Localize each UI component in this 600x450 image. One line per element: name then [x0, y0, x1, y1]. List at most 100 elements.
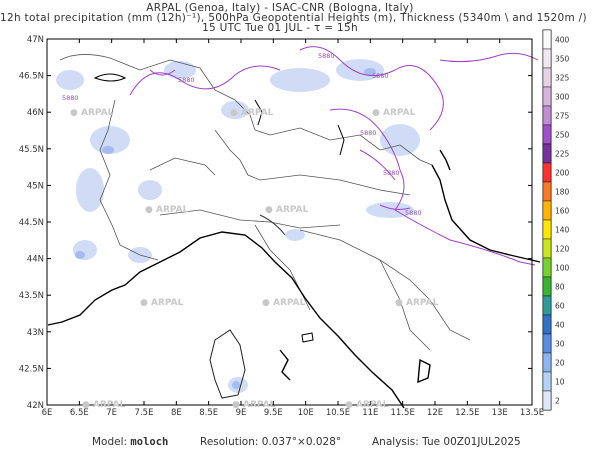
contour-value-label: 5880 [62, 94, 79, 102]
contour-value-label: 5880 [383, 169, 400, 177]
colorbar-label: 10 [555, 378, 565, 387]
colorbar-cell [542, 48, 552, 69]
map-subtitle: 12h total precipitation (mm (12h)⁻¹), 50… [0, 12, 587, 24]
colorbar-cell [542, 390, 552, 411]
colorbar-cell [542, 143, 552, 164]
contour-value-label: 5880 [360, 129, 377, 137]
colorbar-cell [542, 67, 552, 88]
arpal-watermark: ● ARPAL [395, 298, 439, 308]
colorbar-label: 200 [555, 169, 570, 178]
lon-label: 12E [427, 408, 443, 418]
contour-value-label: 5880 [372, 72, 389, 80]
colorbar-cell [542, 219, 552, 240]
colorbar-cell [542, 29, 552, 50]
lon-label: 7E [106, 408, 117, 418]
colorbar-label: 350 [555, 55, 570, 64]
lat-label: 43.5N [19, 291, 44, 301]
colorbar-cell [542, 200, 552, 221]
lon-label: 8.5E [199, 408, 218, 418]
lat-label: 47N [27, 35, 44, 45]
colorbar-cell [542, 371, 552, 392]
lat-label: 46N [27, 108, 44, 118]
lat-label: 46.5N [19, 72, 44, 82]
arpal-watermark: ● ARPAL [345, 400, 389, 410]
colorbar-label: 80 [555, 283, 565, 292]
geopotential-contours [129, 46, 539, 266]
contour-value-label: 5880 [405, 209, 422, 217]
colorbar-label: 40 [555, 321, 565, 330]
lat-label: 43N [27, 328, 44, 338]
lat-label: 42N [27, 401, 44, 411]
arpal-watermark: ● ARPAL [262, 298, 306, 308]
arpal-watermark: ● ARPAL [372, 108, 416, 118]
lon-label: 11.5E [391, 408, 415, 418]
colorbar-label: 30 [555, 340, 565, 349]
analysis-info: Analysis: Tue 00Z01JUL2025 [372, 436, 521, 448]
lon-label: 6E [42, 408, 53, 418]
colorbar-cell [542, 124, 552, 145]
arpal-watermark: ● ARPAL [70, 108, 114, 118]
lon-label: 6.5E [70, 408, 89, 418]
contour-value-label: 5880 [178, 76, 195, 84]
resolution-info: Resolution: 0.037°×0.028° [200, 436, 342, 448]
lon-label: 11E [362, 408, 378, 418]
lon-label: 7.5E [135, 408, 154, 418]
model-label: Model: [92, 436, 128, 448]
colorbar-label: 225 [555, 150, 570, 159]
arpal-watermark: ● ARPAL [145, 205, 189, 215]
colorbar-label: 20 [555, 359, 565, 368]
lon-label: 10E [298, 408, 314, 418]
colorbar-cell [542, 257, 552, 278]
lon-label: 13E [492, 408, 508, 418]
arpal-watermark: ● ARPAL [140, 298, 184, 308]
colorbar-cell [542, 276, 552, 297]
thickness-contour [259, 214, 286, 236]
colorbar-cell [542, 333, 552, 354]
country-borders [59, 54, 471, 351]
colorbar-label: 140 [555, 226, 570, 235]
map-frame [46, 38, 533, 406]
arpal-watermark: ● ARPAL [265, 205, 309, 215]
colorbar-label: 2 [555, 397, 560, 406]
lon-label: 9E [236, 408, 247, 418]
colorbar-cell [542, 86, 552, 107]
forecast-time: 15 UTC Tue 01 JUL - τ = 15h [202, 22, 358, 34]
alpine-lakes [93, 73, 345, 156]
colorbar-label: 160 [555, 207, 570, 216]
lat-label: 44N [27, 255, 44, 265]
lon-label: 12.5E [455, 408, 479, 418]
arpal-watermark: ● ARPAL [230, 108, 274, 118]
colorbar-cell [542, 238, 552, 259]
model-info: Model: moloch [92, 436, 168, 448]
elba-island [301, 332, 314, 343]
colorbar-label: 250 [555, 131, 570, 140]
colorbar-cell [542, 314, 552, 335]
colorbar-label: 400 [555, 36, 570, 45]
contour-value-label: 5880 [318, 52, 335, 60]
colorbar-label: 120 [555, 245, 570, 254]
arpal-watermark: ● ARPAL [82, 400, 126, 410]
colorbar-label: 100 [555, 264, 570, 273]
colorbar-cell [542, 105, 552, 126]
colorbar-label: 300 [555, 93, 570, 102]
colorbar-label: 180 [555, 188, 570, 197]
lat-label: 42.5N [19, 364, 44, 374]
lon-label: 10.5E [326, 408, 350, 418]
lat-label: 44.5N [19, 218, 44, 228]
colorbar-cell [542, 295, 552, 316]
map-title: ARPAL (Genoa, Italy) - ISAC-CNR (Bologna… [146, 2, 414, 14]
corsica-outline [209, 329, 246, 399]
colorbar-cell [542, 352, 552, 373]
colorbar-cell [542, 162, 552, 183]
colorbar-label: 60 [555, 302, 565, 311]
model-value: moloch [130, 436, 169, 448]
colorbar-label: 325 [555, 74, 570, 83]
lat-label: 45N [27, 181, 44, 191]
lon-label: 8E [171, 408, 182, 418]
coastline [47, 149, 541, 409]
colorbar-cell [542, 181, 552, 202]
colorbar-label: 275 [555, 112, 570, 121]
lon-label: 9.5E [264, 408, 283, 418]
lon-label: 13.5E [520, 408, 544, 418]
arpal-watermark: ● ARPAL [232, 400, 276, 410]
